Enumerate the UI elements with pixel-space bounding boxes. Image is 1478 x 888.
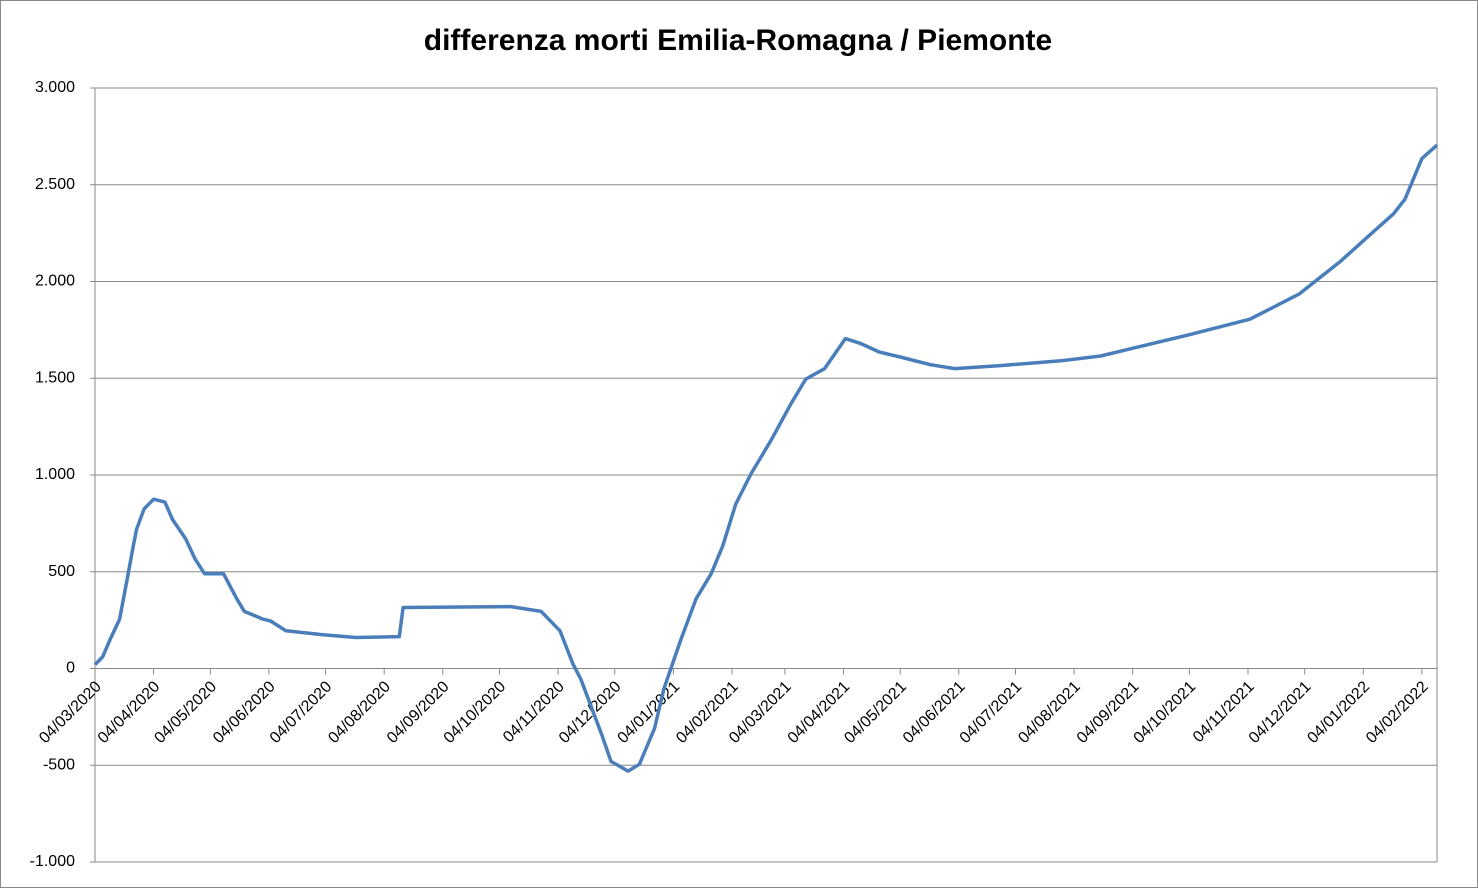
y-tick-label: 1.000 [35, 466, 75, 483]
y-tick-label: 0 [66, 660, 75, 677]
y-tick-label: -500 [43, 756, 75, 773]
y-tick-label: 500 [48, 563, 75, 580]
chart-title: differenza morti Emilia-Romagna / Piemon… [424, 24, 1052, 57]
y-tick-label: 2.000 [35, 273, 75, 290]
line-series [93, 143, 1439, 773]
y-tick-label: -1.000 [30, 853, 75, 870]
y-tick-label: 1.500 [35, 369, 75, 386]
y-tick-label: 2.500 [35, 176, 75, 193]
y-tick-label: 3.000 [35, 79, 75, 96]
